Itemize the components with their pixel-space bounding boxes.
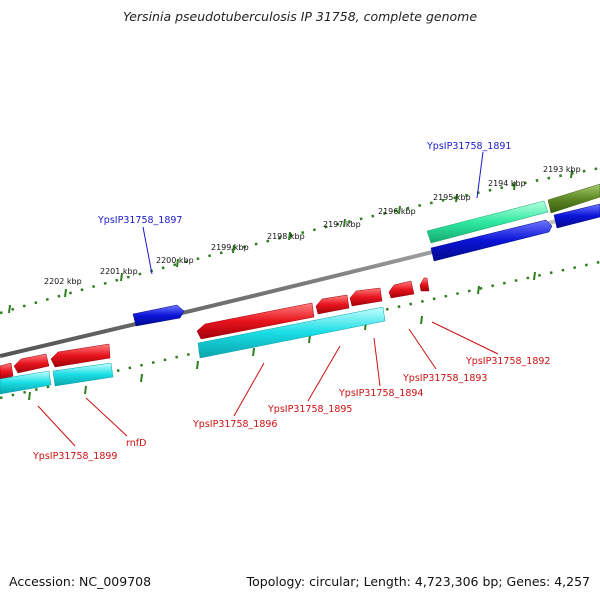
cds-red-1892[interactable] bbox=[419, 277, 430, 292]
cds-red-1895[interactable] bbox=[315, 294, 350, 315]
forward-cds-track bbox=[132, 183, 600, 327]
scale-label: 2194 kbp bbox=[488, 179, 526, 188]
gene-label-1899[interactable]: YpsIP31758_1899 bbox=[32, 451, 117, 462]
reverse-red-cds-track bbox=[0, 277, 430, 381]
leader-line-1895 bbox=[307, 345, 341, 402]
leader-line-1897 bbox=[142, 226, 153, 275]
gene-labels: YpsIP31758_1891 YpsIP31758_1897 YpsIP317… bbox=[32, 141, 550, 462]
leader-line-1891 bbox=[476, 151, 484, 199]
cds-red-1894[interactable] bbox=[349, 287, 383, 307]
cds-blue-1891[interactable] bbox=[430, 219, 553, 262]
map-title: Yersinia pseudotuberculosis IP 31758, co… bbox=[122, 9, 478, 24]
scale-label: 2201 kbp bbox=[100, 267, 138, 276]
scale-label: 2195 kbp bbox=[433, 193, 471, 202]
cds-1897-blue[interactable] bbox=[132, 304, 185, 327]
cds-red-1899a[interactable] bbox=[13, 353, 50, 374]
scale-labels: 2193 kbp 2194 kbp 2195 kbp 2196 kbp 2197… bbox=[44, 165, 581, 286]
accession-text: Accession: NC_009708 bbox=[9, 574, 152, 589]
gene-label-1892[interactable]: YpsIP31758_1892 bbox=[465, 356, 550, 367]
reverse-cyan-cds-track bbox=[0, 306, 386, 395]
gene-label-1895[interactable]: YpsIP31758_1895 bbox=[267, 404, 352, 415]
cds-cyan-rnfD[interactable] bbox=[52, 362, 114, 387]
gene-label-1896[interactable]: YpsIP31758_1896 bbox=[192, 419, 277, 430]
cds-red-rnfD[interactable] bbox=[50, 343, 111, 368]
gene-label-rnfD[interactable]: rnfD bbox=[126, 438, 146, 449]
scale-label: 2193 kbp bbox=[543, 165, 581, 174]
leader-line-rnfD bbox=[85, 397, 128, 437]
cds-red-far-left[interactable] bbox=[0, 362, 14, 381]
cds-red-1896[interactable] bbox=[196, 302, 315, 340]
cds-cyan-left[interactable] bbox=[0, 370, 52, 395]
cds-olive[interactable] bbox=[547, 183, 600, 214]
gene-label-1893[interactable]: YpsIP31758_1893 bbox=[402, 373, 487, 384]
leader-line-1896 bbox=[233, 362, 265, 417]
outer-major-ticks bbox=[8, 169, 573, 314]
leader-line-1892 bbox=[431, 321, 499, 355]
leader-line-1899 bbox=[37, 405, 76, 447]
cds-red-1893[interactable] bbox=[388, 280, 415, 299]
cds-blue-right[interactable] bbox=[553, 203, 600, 229]
scale-label: 2200 kbp bbox=[156, 256, 194, 265]
scale-label: 2197 kbp bbox=[323, 220, 361, 229]
gene-label-1897[interactable]: YpsIP31758_1897 bbox=[97, 215, 182, 226]
topology-text: Topology: circular; Length: 4,723,306 bp… bbox=[246, 574, 590, 589]
scale-label: 2196 kbp bbox=[378, 207, 416, 216]
scale-label: 2198 kbp bbox=[267, 232, 305, 241]
cds-1891-teal[interactable] bbox=[426, 200, 549, 244]
gene-label-1891[interactable]: YpsIP31758_1891 bbox=[426, 141, 511, 152]
gene-label-1894[interactable]: YpsIP31758_1894 bbox=[338, 388, 423, 399]
scale-label: 2199 kbp bbox=[211, 243, 249, 252]
cds-cyan-1896[interactable] bbox=[197, 306, 386, 359]
leader-line-1894 bbox=[373, 337, 381, 387]
leader-line-1893 bbox=[408, 328, 437, 370]
scale-label: 2202 kbp bbox=[44, 277, 82, 286]
